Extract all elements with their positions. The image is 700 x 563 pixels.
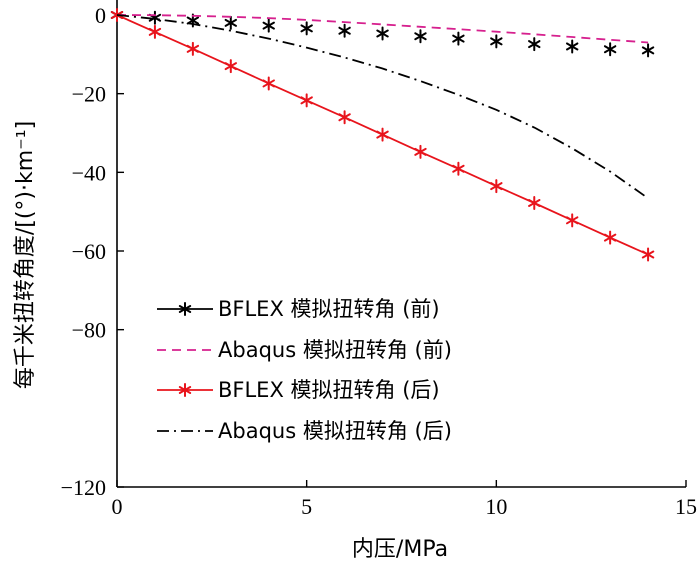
- series-2: [116, 14, 649, 44]
- data-point-stroke: [338, 26, 351, 35]
- data-point-stroke: [452, 34, 465, 43]
- data-point-stroke: [641, 250, 655, 259]
- y-tick-label: −40: [72, 160, 106, 185]
- axes: [116, 0, 686, 488]
- x-tick-label: 15: [675, 494, 697, 519]
- x-tick-label: 0: [112, 494, 123, 519]
- data-point: [603, 230, 617, 245]
- data-point-stroke: [641, 46, 655, 55]
- data-point: [178, 302, 192, 316]
- plot-series: [110, 8, 655, 262]
- data-point-stroke: [224, 18, 237, 27]
- data-point-stroke: [603, 45, 617, 54]
- data-point: [490, 34, 503, 49]
- legend-item: Abaqus 模拟扭转角 (后): [157, 419, 452, 443]
- data-point: [376, 26, 389, 41]
- data-point-stroke: [178, 386, 192, 394]
- axis-ticks: 0 5 10 15 0 −20 −40 −60 −80 −120: [61, 3, 697, 519]
- data-point-stroke: [490, 182, 503, 191]
- legend-label: Abaqus 模拟扭转角 (前): [218, 338, 452, 362]
- data-point: [414, 29, 427, 44]
- data-point-stroke: [148, 27, 162, 36]
- data-point-stroke: [376, 130, 389, 139]
- data-point: [186, 41, 200, 56]
- x-tick-label: 10: [485, 494, 507, 519]
- data-point-stroke: [603, 233, 617, 242]
- data-point: [376, 127, 389, 142]
- data-point: [338, 23, 351, 38]
- data-point: [566, 213, 579, 228]
- x-axis-title: 内压/MPa: [352, 537, 448, 562]
- data-point: [148, 24, 162, 39]
- legend-item: BFLEX 模拟扭转角 (后): [157, 378, 440, 402]
- y-tick-label: −120: [61, 475, 106, 500]
- data-point-stroke: [414, 147, 427, 156]
- data-point: [641, 247, 655, 262]
- data-point: [262, 76, 275, 91]
- data-point-stroke: [262, 21, 275, 30]
- y-tick-label: −60: [72, 239, 106, 264]
- legend: BFLEX 模拟扭转角 (前) Abaqus 模拟扭转角 (前) BFLEX 模拟扭…: [157, 297, 452, 443]
- data-point: [338, 110, 351, 125]
- data-point: [641, 43, 655, 58]
- data-point: [452, 161, 465, 176]
- series-1: [110, 8, 655, 58]
- data-point: [414, 144, 427, 159]
- data-point-stroke: [224, 62, 237, 71]
- data-point-stroke: [178, 305, 192, 313]
- legend-label: Abaqus 模拟扭转角 (后): [218, 419, 452, 443]
- y-tick-label: 0: [95, 3, 106, 28]
- y-tick-label: −80: [72, 318, 106, 343]
- data-point-stroke: [566, 42, 579, 51]
- data-point: [528, 196, 541, 211]
- data-point-stroke: [566, 216, 579, 225]
- y-axis-title: 每千米扭转角度/[(°)·km⁻¹]: [13, 121, 38, 389]
- data-point: [224, 15, 237, 30]
- data-point: [603, 42, 617, 57]
- data-point-stroke: [528, 40, 541, 49]
- data-point-stroke: [490, 37, 503, 46]
- data-point-stroke: [414, 32, 427, 41]
- series-3: [110, 8, 655, 262]
- legend-item: Abaqus 模拟扭转角 (前): [157, 338, 452, 362]
- data-point-stroke: [338, 113, 351, 122]
- y-tick-label: −20: [72, 82, 106, 107]
- data-point: [300, 21, 313, 36]
- series-4: [116, 14, 649, 200]
- series-line: [116, 14, 649, 200]
- data-point-stroke: [376, 29, 389, 38]
- data-point-stroke: [186, 16, 200, 25]
- data-point: [262, 18, 275, 33]
- data-point-stroke: [300, 96, 313, 105]
- data-point-stroke: [452, 164, 465, 173]
- data-point-stroke: [300, 24, 313, 33]
- data-point: [300, 93, 313, 108]
- data-point: [452, 31, 465, 46]
- legend-item: BFLEX 模拟扭转角 (前): [157, 297, 440, 321]
- data-point: [528, 37, 541, 52]
- data-point: [224, 59, 237, 74]
- data-point: [490, 179, 503, 194]
- x-tick-label: 5: [301, 494, 312, 519]
- data-point-stroke: [262, 79, 275, 88]
- legend-label: BFLEX 模拟扭转角 (后): [218, 378, 440, 402]
- data-point-stroke: [186, 44, 200, 53]
- data-point: [178, 383, 192, 397]
- legend-label: BFLEX 模拟扭转角 (前): [218, 297, 440, 321]
- data-point: [566, 39, 579, 54]
- data-point-stroke: [528, 199, 541, 208]
- series-line: [116, 14, 649, 44]
